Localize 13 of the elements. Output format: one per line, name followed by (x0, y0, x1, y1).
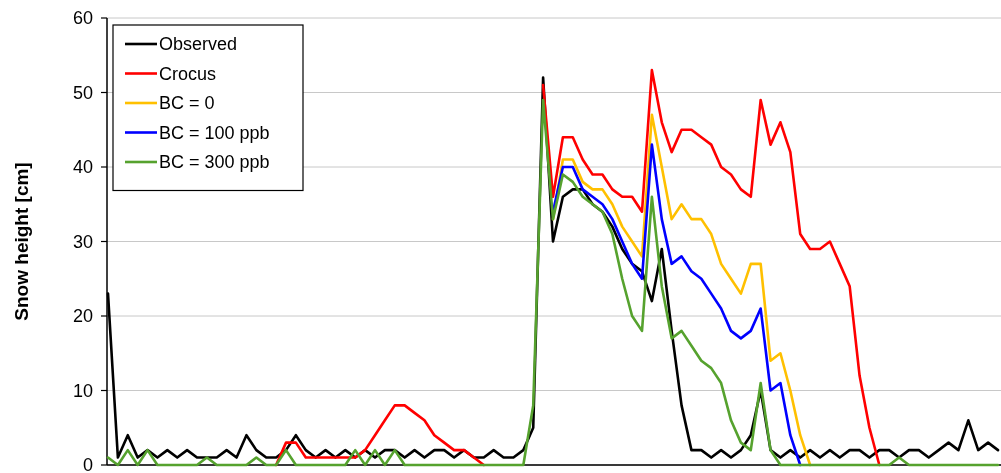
y-tick-label: 40 (72, 157, 93, 178)
y-tick-label: 30 (72, 231, 93, 252)
y-tick-label: 60 (72, 8, 93, 29)
legend-label: BC = 100 ppb (159, 122, 270, 143)
y-tick-label: 0 (82, 455, 93, 473)
legend-label: Crocus (159, 63, 217, 84)
y-tick-label: 10 (72, 380, 93, 401)
legend-label: BC = 300 ppb (159, 152, 270, 173)
y-axis-title: Snow height [cm] (11, 162, 32, 321)
legend-label: Observed (159, 34, 238, 55)
legend-label: BC = 0 (159, 93, 215, 114)
y-tick-label: 20 (72, 306, 93, 327)
y-tick-label: 50 (72, 82, 93, 103)
